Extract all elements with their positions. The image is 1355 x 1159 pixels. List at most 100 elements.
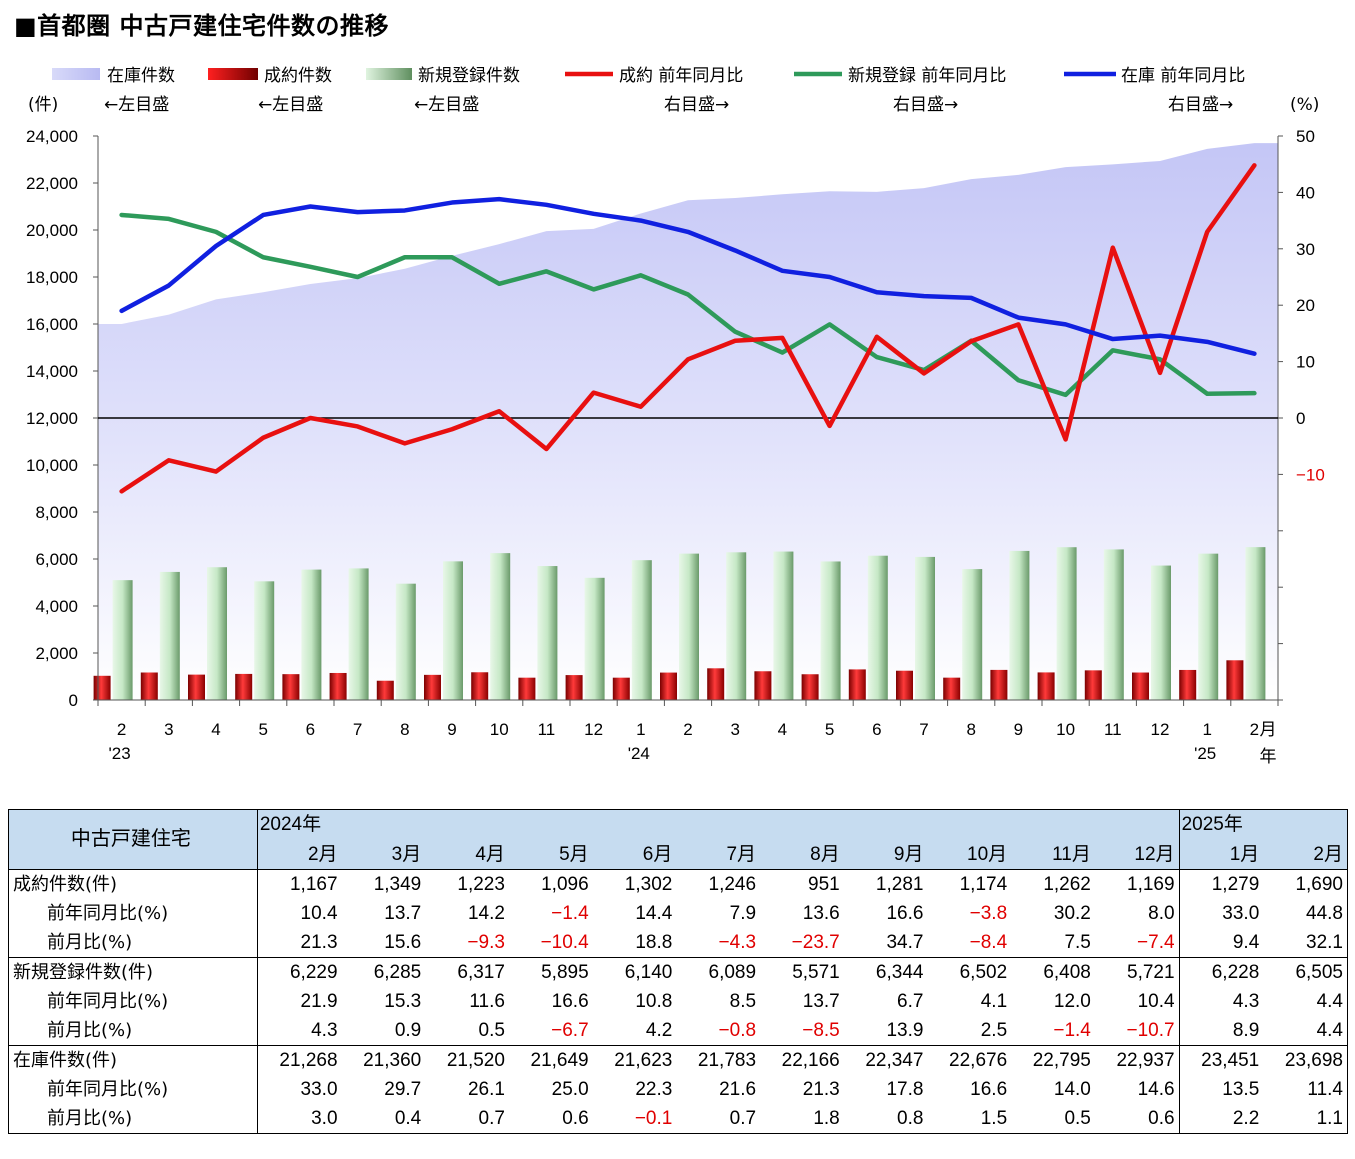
x-year-label: '25 bbox=[1194, 744, 1216, 763]
table-cell: 6,228 bbox=[1178, 957, 1264, 987]
x-tick-label: 8 bbox=[400, 720, 409, 739]
x-tick-label: 7 bbox=[919, 720, 928, 739]
table-cell: 7.5 bbox=[1064, 932, 1091, 953]
new-listings-bar bbox=[631, 560, 652, 700]
new-listings-bar bbox=[1103, 549, 1124, 700]
contracts-bar bbox=[1226, 660, 1244, 700]
contracts-bar bbox=[990, 669, 1008, 700]
table-row-label: 前月比(%) bbox=[8, 928, 258, 958]
table-cell: 6.7 bbox=[897, 991, 924, 1012]
table-cell: 9.4 bbox=[1178, 928, 1264, 958]
x-tick-label: 4 bbox=[778, 720, 787, 739]
table-row: 前年同月比(%) 10.4 13.7 14.2 −1.4 14.4 7.9 13.6 16.6 −… bbox=[8, 899, 1349, 928]
x-unit-month: 月 bbox=[1260, 720, 1277, 740]
table-cell: 6,408 bbox=[1011, 957, 1095, 987]
table-cell: 951 bbox=[808, 874, 840, 895]
contracts-bar bbox=[1037, 672, 1055, 700]
legend-label: 成約 前年同月比 bbox=[619, 66, 743, 86]
table-cell: 4.1 bbox=[980, 991, 1008, 1012]
right-tick-label: 10 bbox=[1296, 353, 1315, 372]
table-row: 前月比(%) 21.3 15.6 −9.3 −10.4 18.8 −4.3 −23.7 34.7… bbox=[8, 928, 1349, 958]
table-cell: 22,166 bbox=[760, 1045, 844, 1075]
table-cell: 23,698 bbox=[1263, 1045, 1349, 1075]
left-tick-label: 10,000 bbox=[26, 456, 78, 475]
table-cell: −23.7 bbox=[791, 932, 840, 953]
table-cell: 16.6 bbox=[970, 1079, 1008, 1100]
legend-axis-note: 右目盛→ bbox=[893, 95, 958, 115]
table-cell: 1.1 bbox=[1263, 1104, 1349, 1134]
contracts-bar bbox=[1084, 670, 1102, 700]
new-listings-yoy-line bbox=[119, 212, 1257, 398]
table-cell: 21,520 bbox=[425, 1045, 509, 1075]
left-tick-label: 4,000 bbox=[35, 597, 78, 616]
new-listings-bar bbox=[159, 571, 180, 700]
x-year-label: '23 bbox=[109, 744, 131, 763]
new-listings-bar bbox=[867, 555, 888, 700]
table-header-month: 9月 bbox=[843, 840, 928, 870]
legend-axis-note: ←左目盛 bbox=[258, 95, 323, 115]
right-axis-unit: (%) bbox=[1290, 95, 1319, 115]
table-cell: 1,223 bbox=[457, 874, 505, 895]
right-tick-label: 0 bbox=[1296, 409, 1305, 428]
right-tick-label: 50 bbox=[1296, 127, 1315, 146]
table-cell: −1.4 bbox=[1053, 1020, 1091, 1041]
table-header-month: 1月 bbox=[1178, 840, 1264, 870]
table-cell: 0.9 bbox=[394, 1020, 422, 1041]
x-tick-label: 6 bbox=[306, 720, 315, 739]
table-row: 前月比(%) 4.3 0.9 0.5 −6.7 4.2 −0.8 −8.5 13.9 2.5 −1.… bbox=[8, 1016, 1349, 1046]
table-row-label: 前月比(%) bbox=[8, 1104, 258, 1134]
legend-label: 成約件数 bbox=[264, 66, 332, 86]
x-tick-label: 1 bbox=[636, 720, 645, 739]
table-cell: 32.1 bbox=[1263, 928, 1349, 958]
x-tick-label: 2 bbox=[117, 720, 126, 739]
x-year-label: '24 bbox=[628, 744, 650, 763]
table-cell: 25.0 bbox=[551, 1079, 589, 1100]
table-cell: 1,279 bbox=[1178, 869, 1264, 899]
table-cell: −10.7 bbox=[1126, 1020, 1175, 1041]
table-cell: 1,281 bbox=[875, 874, 924, 895]
contracts-bar bbox=[707, 668, 725, 700]
x-tick-label: 5 bbox=[825, 720, 834, 739]
table-row: 在庫件数(件) 21,268 21,360 21,520 21,649 21,623 21,… bbox=[8, 1045, 1349, 1075]
table-cell: 2.2 bbox=[1178, 1104, 1264, 1134]
data-table-container: 中古戸建住宅 2024年 2025年 2月 3月 4月 5月 6月 7月 8月 9月 10月 11月 12… bbox=[8, 809, 1349, 1134]
legend-swatch-inventory bbox=[52, 68, 100, 80]
line-series bbox=[119, 163, 1257, 494]
table-cell: 1,302 bbox=[624, 874, 673, 895]
legend-axis-note: ←左目盛 bbox=[104, 95, 169, 115]
table-cell: 11.6 bbox=[469, 991, 505, 1012]
table-cell: 10.4 bbox=[256, 899, 342, 928]
table-cell: 5,721 bbox=[1094, 957, 1180, 987]
x-tick-label: 2 bbox=[683, 720, 692, 739]
table-cell: 13.7 bbox=[802, 991, 840, 1012]
contracts-yoy-line bbox=[119, 163, 1257, 494]
left-tick-label: 14,000 bbox=[26, 362, 78, 381]
table-cell: 14.2 bbox=[467, 903, 505, 924]
new-listings-bar bbox=[112, 580, 133, 700]
table-cell: 4.3 bbox=[1178, 987, 1264, 1016]
new-listings-bar bbox=[1151, 565, 1171, 700]
table-cell: 15.6 bbox=[384, 932, 422, 953]
left-tick-label: 6,000 bbox=[35, 550, 78, 569]
table-cell: 12.0 bbox=[1053, 991, 1091, 1012]
table-row: 新規登録件数(件) 6,229 6,285 6,317 5,895 6,140 6,089 5… bbox=[8, 957, 1349, 987]
table-cell: 1,349 bbox=[373, 874, 422, 895]
table-cell: 11.4 bbox=[1263, 1075, 1349, 1104]
table-header-month: 2月 bbox=[1263, 840, 1349, 870]
contracts-bar bbox=[1132, 672, 1149, 700]
x-tick-label: 11 bbox=[1104, 720, 1122, 739]
table-cell: 21,649 bbox=[508, 1045, 593, 1075]
legend-axis-note: 右目盛→ bbox=[1168, 95, 1233, 115]
data-table: 中古戸建住宅 2024年 2025年 2月 3月 4月 5月 6月 7月 8月 9月 10月 11月 12… bbox=[8, 809, 1349, 1134]
table-header-month: 7月 bbox=[676, 840, 761, 870]
table-cell: 21.9 bbox=[256, 987, 342, 1016]
table-header-month: 5月 bbox=[508, 840, 593, 870]
table-cell: 5,571 bbox=[760, 957, 844, 987]
x-tick-label: 5 bbox=[258, 720, 267, 739]
table-cell: 1,167 bbox=[256, 869, 342, 899]
table-cell: 14.4 bbox=[635, 903, 673, 924]
table-cell: 13.7 bbox=[384, 903, 422, 924]
table-header-month: 6月 bbox=[592, 840, 677, 870]
new-listings-bar bbox=[537, 566, 558, 700]
contracts-bar bbox=[801, 674, 819, 700]
